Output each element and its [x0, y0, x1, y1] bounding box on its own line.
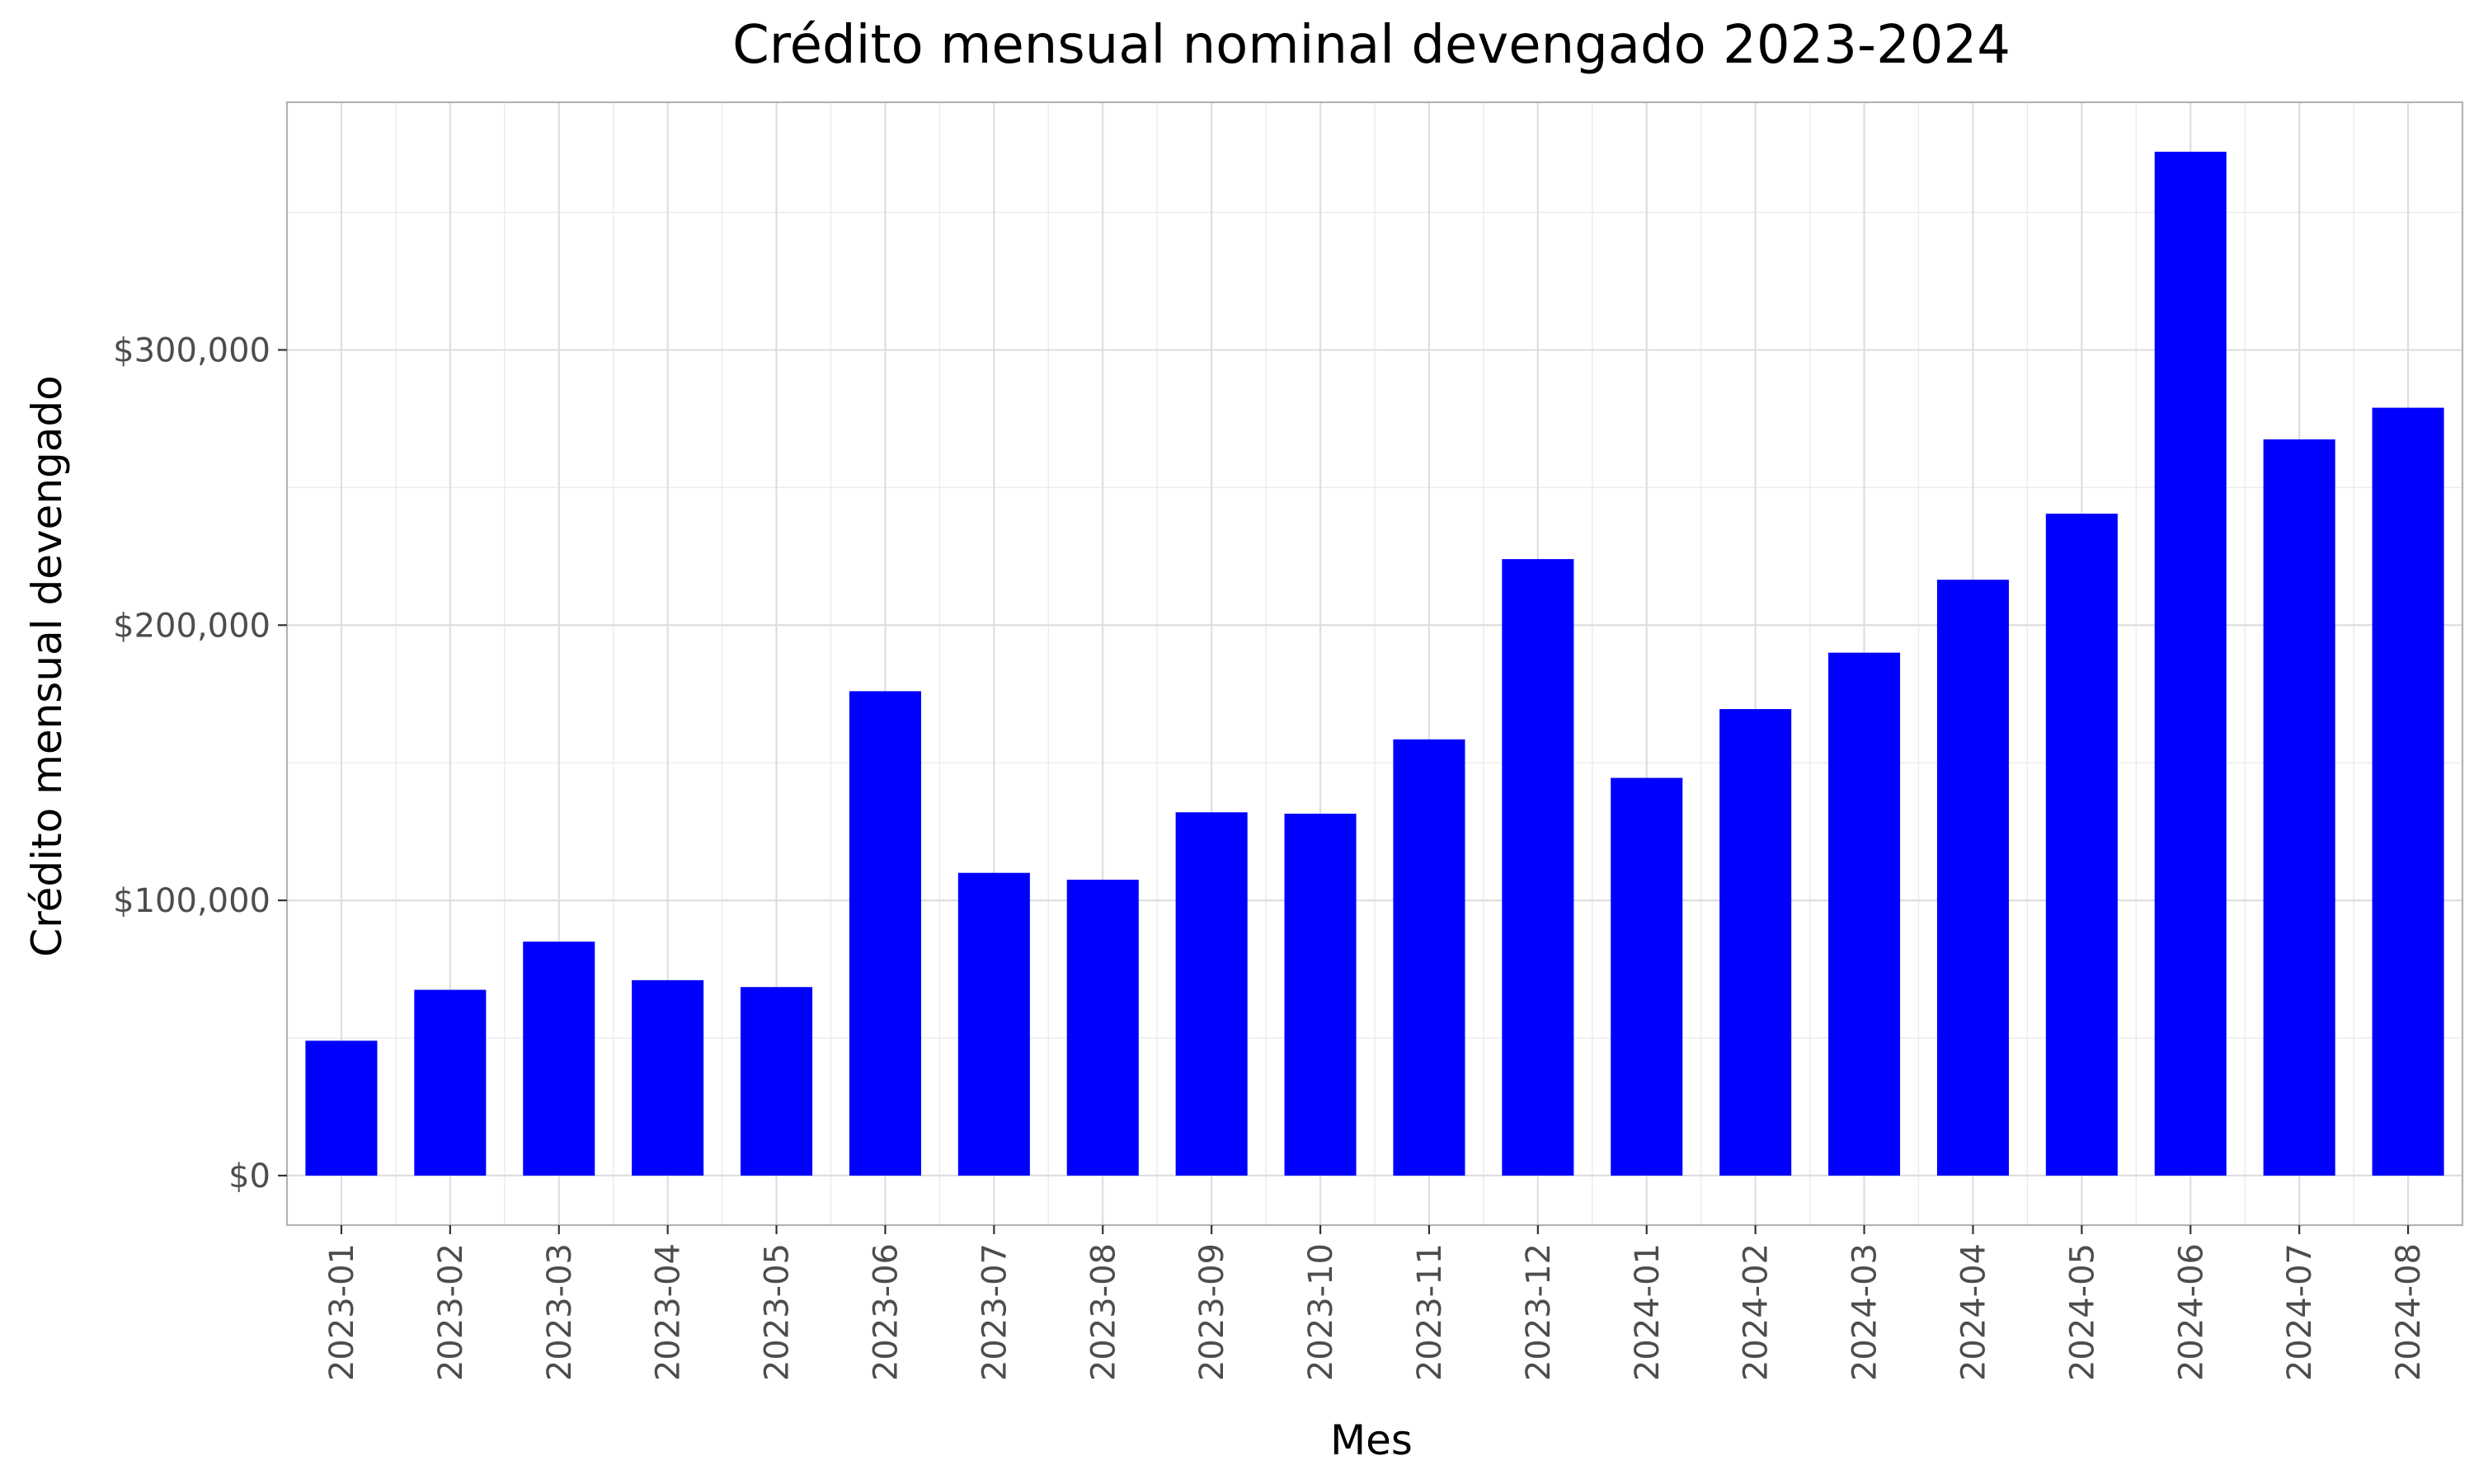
- bar-2024-05: [2045, 514, 2118, 1176]
- plot-panel: [285, 101, 2464, 1227]
- y-tick-label: $0: [228, 1158, 270, 1195]
- bar-2023-08: [1066, 880, 1139, 1176]
- x-tick-label: 2024-07: [2281, 1243, 2319, 1381]
- x-tick-label: 2023-09: [1193, 1243, 1231, 1381]
- bar-2023-04: [632, 979, 704, 1176]
- bar-2024-07: [2263, 439, 2335, 1176]
- y-tick-label: $300,000: [113, 331, 270, 369]
- bars: [305, 152, 2444, 1176]
- x-tick-label: 2024-08: [2390, 1243, 2428, 1381]
- bar-2024-06: [2154, 152, 2227, 1176]
- x-axis-title: Mes: [1330, 1416, 1413, 1464]
- bar-2023-11: [1393, 739, 1465, 1176]
- x-tick-label: 2023-03: [541, 1243, 579, 1381]
- x-tick-label: 2023-01: [323, 1243, 361, 1381]
- x-tick-label: 2023-11: [1411, 1243, 1449, 1381]
- bar-2024-01: [1611, 777, 1683, 1176]
- y-tick-label: $200,000: [113, 607, 270, 645]
- y-axis-title: Crédito mensual devengado: [23, 375, 71, 956]
- bar-2024-03: [1828, 652, 1901, 1176]
- bar-2023-07: [957, 872, 1030, 1176]
- y-tick-label: $100,000: [113, 882, 270, 920]
- x-tick-label: 2023-07: [976, 1243, 1014, 1381]
- bar-2023-09: [1175, 812, 1248, 1176]
- x-tick-label: 2024-05: [2063, 1243, 2101, 1381]
- x-tick-label: 2023-10: [1302, 1243, 1340, 1381]
- bar-2023-10: [1284, 813, 1357, 1176]
- bar-2023-12: [1502, 559, 1574, 1176]
- bar-2023-01: [305, 1040, 378, 1176]
- panel-border: [285, 101, 2464, 1227]
- x-tick-label: 2023-12: [1520, 1243, 1558, 1381]
- bar-2023-06: [849, 691, 921, 1176]
- x-tick-label: 2023-04: [650, 1243, 688, 1381]
- x-tick-label: 2023-05: [759, 1243, 797, 1381]
- x-tick-label: 2024-02: [1738, 1243, 1776, 1381]
- x-tick-label: 2023-02: [432, 1243, 470, 1381]
- x-tick-label: 2024-01: [1629, 1243, 1667, 1381]
- x-tick-label: 2024-04: [1954, 1243, 1992, 1381]
- bar-2024-02: [1719, 709, 1792, 1176]
- bar-2023-05: [741, 987, 813, 1176]
- x-axis: 2023-01 2023-02 2023-03 2023-04 2023-05 2023-…: [323, 1225, 2428, 1381]
- x-tick-label: 2023-08: [1084, 1243, 1122, 1381]
- x-tick-label: 2024-06: [2172, 1243, 2210, 1381]
- bar-2024-04: [1936, 580, 2009, 1176]
- bar-2024-08: [2372, 407, 2444, 1176]
- chart-title: Crédito mensual nominal devengado 2023-2…: [732, 15, 2011, 76]
- bar-2023-02: [414, 989, 487, 1176]
- y-axis: $0 $100,000 $200,000 $300,000: [113, 331, 287, 1195]
- x-tick-label: 2024-03: [1846, 1243, 1884, 1381]
- grid-lines: [287, 102, 2462, 1225]
- x-tick-label: 2023-06: [867, 1243, 905, 1381]
- bar-2023-03: [523, 942, 595, 1176]
